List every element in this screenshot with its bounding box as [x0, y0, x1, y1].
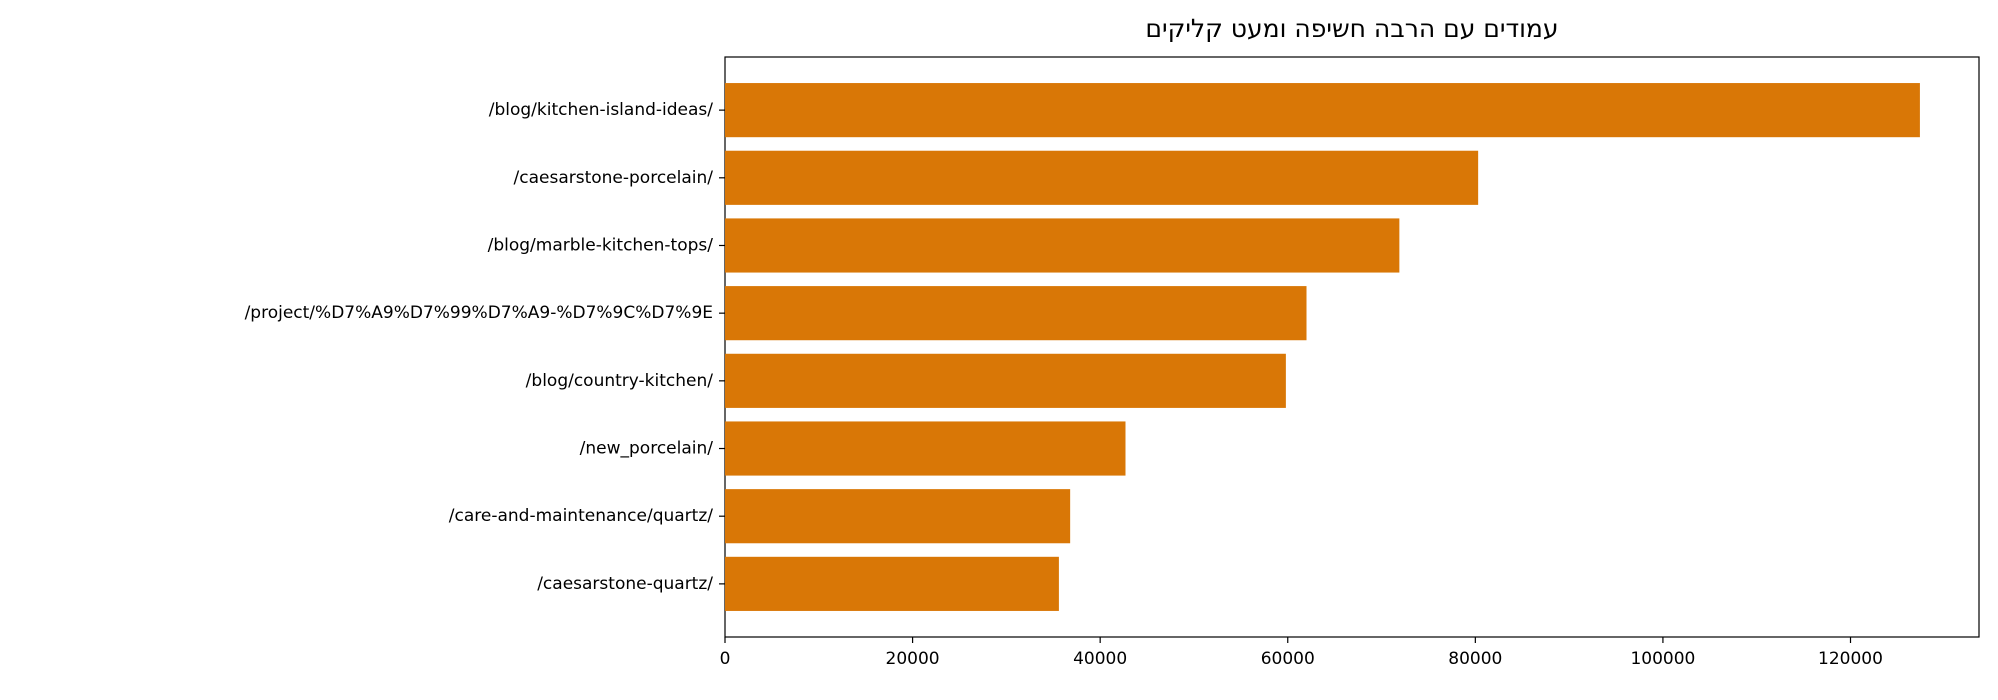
bar — [725, 489, 1071, 544]
plot-frame — [724, 56, 1980, 638]
x-tick-label: 120000 — [1818, 649, 1883, 669]
y-tick-label: /blog/kitchen-island-ideas/ — [489, 100, 714, 120]
x-tick-label: 60000 — [1261, 649, 1315, 669]
y-tick-label: /new_porcelain/ — [580, 439, 714, 459]
chart-title: עמודים עם הרבה חשיפה ומעט קליקים — [1145, 14, 1558, 43]
y-tick-label: /caesarstone-quartz/ — [537, 574, 713, 594]
bar — [725, 286, 1307, 341]
bar — [725, 556, 1059, 611]
bar — [725, 83, 1920, 138]
y-tick-label: /blog/country-kitchen/ — [526, 371, 714, 391]
y-tick-label: /care-and-maintenance/quartz/ — [449, 506, 713, 526]
bar — [725, 150, 1479, 205]
x-tick-label: 100000 — [1630, 649, 1695, 669]
x-tick-label: 80000 — [1448, 649, 1502, 669]
x-tick-label: 40000 — [1073, 649, 1127, 669]
bar — [725, 218, 1400, 273]
bar — [725, 353, 1286, 408]
y-tick-label: /blog/marble-kitchen-tops/ — [488, 235, 714, 255]
x-tick-label: 20000 — [886, 649, 940, 669]
x-tick-label: 0 — [720, 649, 731, 669]
y-tick-label: /project/%D7%A9%D7%99%D7%A9-%D7%9C%D7%9E — [245, 303, 713, 323]
y-tick-label: /caesarstone-porcelain/ — [514, 168, 714, 188]
bar — [725, 421, 1126, 476]
